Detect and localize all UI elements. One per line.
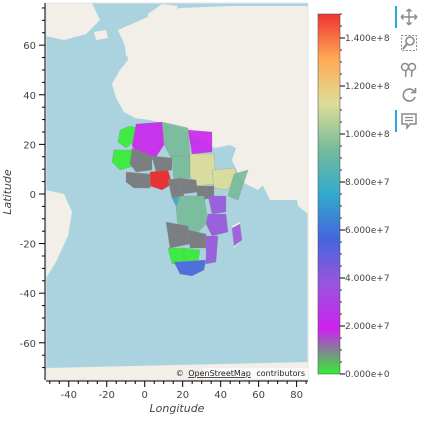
colorbar-tick-label: 1.200e+8 bbox=[345, 82, 390, 92]
colorbar-ticks: 0.000e+0 2.000e+7 4.000e+7 6.000e+7 8.000e+7… bbox=[340, 13, 390, 380]
x-axis: -40 -20 0 20 40 60 80 bbox=[46, 380, 308, 401]
country-somalia[interactable] bbox=[227, 169, 249, 201]
country-madagascar[interactable] bbox=[231, 223, 243, 247]
y-tick-label: 20 bbox=[23, 140, 36, 151]
colorbar-gradient bbox=[317, 13, 341, 375]
y-tick-label: 60 bbox=[23, 41, 36, 52]
country-niger[interactable] bbox=[151, 155, 173, 173]
country-angola[interactable] bbox=[165, 221, 191, 249]
x-axis-title: Longitude bbox=[150, 402, 205, 415]
country-mozambique[interactable] bbox=[205, 235, 219, 265]
colorbar-tick-label: 2.000e+7 bbox=[345, 322, 390, 332]
land-south-america bbox=[46, 190, 72, 278]
colorbar-tick-label: 1.000e+8 bbox=[345, 130, 390, 140]
colorbar-tick-label: 8.000e+7 bbox=[345, 178, 390, 188]
land-europe-asia bbox=[112, 6, 308, 200]
reset-tool[interactable] bbox=[398, 84, 420, 106]
tile-attribution: © OpenStreetMap contributors bbox=[176, 368, 308, 379]
country-ivory-coast-ghana[interactable] bbox=[125, 171, 151, 189]
x-tick-label: 20 bbox=[176, 390, 189, 401]
land-scandinavia bbox=[148, 4, 178, 40]
pan-tool[interactable] bbox=[395, 6, 420, 28]
country-egypt[interactable] bbox=[187, 129, 213, 155]
box-zoom-tool[interactable] bbox=[398, 32, 420, 54]
reset-icon bbox=[402, 88, 417, 102]
land-india bbox=[290, 150, 308, 214]
country-sudan[interactable] bbox=[189, 153, 217, 187]
colorbar-tick-label: 4.000e+7 bbox=[345, 274, 390, 284]
country-kenya-uganda[interactable] bbox=[207, 195, 227, 215]
y-axis-title: Latitude bbox=[1, 169, 14, 215]
land-iceland bbox=[94, 30, 108, 40]
country-south-africa[interactable] bbox=[173, 259, 207, 277]
y-tick-label: -20 bbox=[20, 240, 36, 251]
wheel-zoom-tool[interactable] bbox=[398, 58, 420, 80]
map-frame[interactable] bbox=[46, 3, 308, 380]
tile-landmasses bbox=[46, 3, 308, 380]
hover-tool[interactable] bbox=[395, 110, 420, 132]
y-axis: 60 40 20 0 -20 -40 -60 bbox=[20, 3, 46, 380]
hover-icon bbox=[401, 113, 417, 130]
attribution-background bbox=[203, 368, 308, 379]
map-border bbox=[45, 2, 309, 381]
land-greenland bbox=[46, 3, 100, 40]
country-tanzania[interactable] bbox=[205, 213, 229, 237]
country-botswana[interactable] bbox=[183, 247, 201, 263]
x-tick-label: 60 bbox=[252, 390, 265, 401]
y-tick-label: 0 bbox=[30, 190, 36, 201]
x-tick-label: -40 bbox=[61, 390, 77, 401]
x-tick-label: -20 bbox=[99, 390, 115, 401]
attribution-suffix: contributors bbox=[256, 369, 305, 378]
y-tick-label: -60 bbox=[20, 339, 36, 350]
country-mali[interactable] bbox=[129, 147, 153, 173]
x-tick-label: 80 bbox=[290, 390, 303, 401]
colorbar-tick-label: 1.400e+8 bbox=[345, 34, 390, 44]
x-tick-label: 40 bbox=[214, 390, 227, 401]
svg-text:© OpenStreetMap co: © OpenStreetMap contributors bbox=[176, 369, 305, 378]
move-icon bbox=[400, 8, 418, 26]
attribution-copyright: © bbox=[176, 369, 184, 378]
colorbar: 0.000e+0 2.000e+7 4.000e+7 6.000e+7 8.000e+7… bbox=[317, 13, 390, 380]
colorbar-tick-label: 6.000e+7 bbox=[345, 226, 390, 236]
colorbar-tick-label: 0.000e+0 bbox=[345, 370, 390, 380]
box-zoom-icon bbox=[401, 35, 417, 51]
country-choropleth[interactable] bbox=[111, 121, 249, 277]
country-west-africa-coast[interactable] bbox=[111, 149, 135, 171]
attribution-link[interactable]: OpenStreetMap bbox=[188, 369, 251, 378]
x-tick-label: 0 bbox=[142, 390, 148, 401]
wheel-zoom-icon bbox=[400, 62, 417, 78]
y-tick-label: 40 bbox=[23, 91, 36, 102]
land-uk bbox=[124, 36, 134, 56]
country-chad[interactable] bbox=[171, 155, 191, 181]
y-tick-label: -40 bbox=[20, 289, 36, 300]
